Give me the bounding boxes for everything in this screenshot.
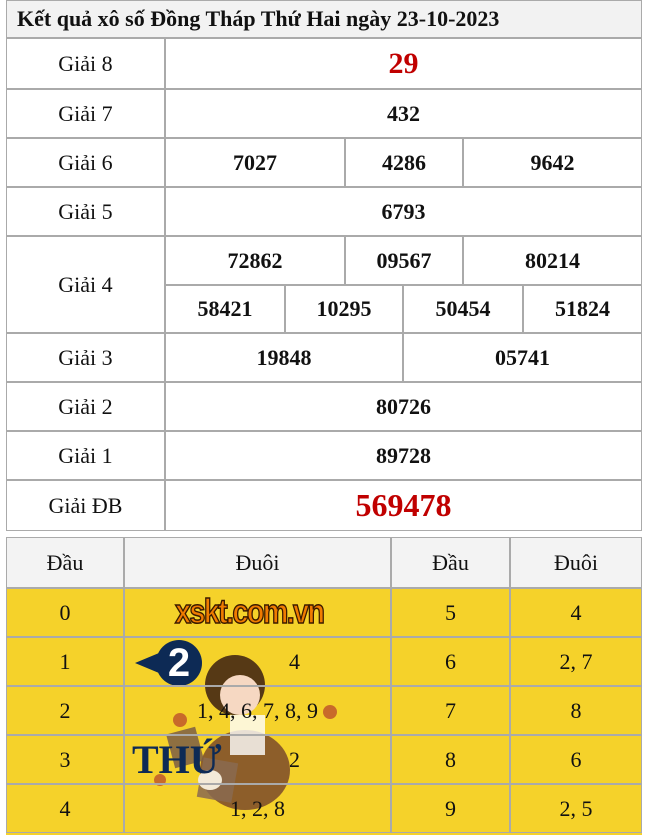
prize-value: 19848 — [165, 333, 403, 382]
prize-value: 05741 — [403, 333, 642, 382]
prize-label-g3: Giải 3 — [6, 333, 165, 382]
prize-label-g4: Giải 4 — [6, 236, 165, 333]
loto-cell: 9 — [391, 784, 510, 833]
prize-value: 6793 — [165, 187, 642, 236]
prize-value: 569478 — [165, 480, 642, 531]
prize-value: 89728 — [165, 431, 642, 480]
prize-value: 51824 — [523, 285, 642, 333]
loto-cell: 6 — [391, 637, 510, 686]
loto-header: Đầu — [6, 537, 124, 588]
loto-cell: 5 — [391, 588, 510, 637]
prize-label-db: Giải ĐB — [6, 480, 165, 531]
prize-value: 4286 — [345, 138, 463, 187]
prize-value: 10295 — [285, 285, 403, 333]
loto-cell: 8 — [510, 686, 642, 735]
prize-value: 09567 — [345, 236, 463, 285]
loto-cell: 4 — [510, 588, 642, 637]
prize-label-g6: Giải 6 — [6, 138, 165, 187]
watermark-logo: xskt.com.vn — [174, 592, 325, 632]
loto-cell — [124, 588, 391, 637]
loto-cell: 2, 5 — [510, 784, 642, 833]
prize-value: 432 — [165, 89, 642, 138]
prize-value: 80214 — [463, 236, 642, 285]
loto-cell: 4 — [6, 784, 124, 833]
prize-label-g5: Giải 5 — [6, 187, 165, 236]
loto-cell: 3 — [6, 735, 124, 784]
prize-label-g1: Giải 1 — [6, 431, 165, 480]
loto-cell: 6 — [510, 735, 642, 784]
prize-value: 9642 — [463, 138, 642, 187]
loto-cell: 2 — [124, 735, 391, 784]
loto-cell: 4 — [124, 637, 391, 686]
loto-header: Đuôi — [124, 537, 391, 588]
loto-cell: 1, 4, 6, 7, 8, 9 — [124, 686, 391, 735]
prize-value: 7027 — [165, 138, 345, 187]
prize-label-g8: Giải 8 — [6, 38, 165, 89]
loto-cell: 8 — [391, 735, 510, 784]
prize-value: 58421 — [165, 285, 285, 333]
speech-bubble-icon — [135, 640, 202, 686]
badge-text: THỨ — [132, 737, 222, 782]
prize-value: 50454 — [403, 285, 523, 333]
prize-value: 29 — [165, 38, 642, 89]
loto-header: Đầu — [391, 537, 510, 588]
prize-value: 80726 — [165, 382, 642, 431]
page-title: Kết quả xô số Đồng Tháp Thứ Hai ngày 23-… — [6, 0, 642, 38]
loto-cell: 7 — [391, 686, 510, 735]
prize-label-g7: Giải 7 — [6, 89, 165, 138]
prize-value: 72862 — [165, 236, 345, 285]
loto-header: Đuôi — [510, 537, 642, 588]
loto-cell: 2, 7 — [510, 637, 642, 686]
loto-cell: 1 — [6, 637, 124, 686]
loto-cell: 2 — [6, 686, 124, 735]
badge-number: 2 — [167, 641, 191, 685]
loto-cell: 1, 2, 8 — [124, 784, 391, 833]
prize-label-g2: Giải 2 — [6, 382, 165, 431]
loto-cell: 0 — [6, 588, 124, 637]
